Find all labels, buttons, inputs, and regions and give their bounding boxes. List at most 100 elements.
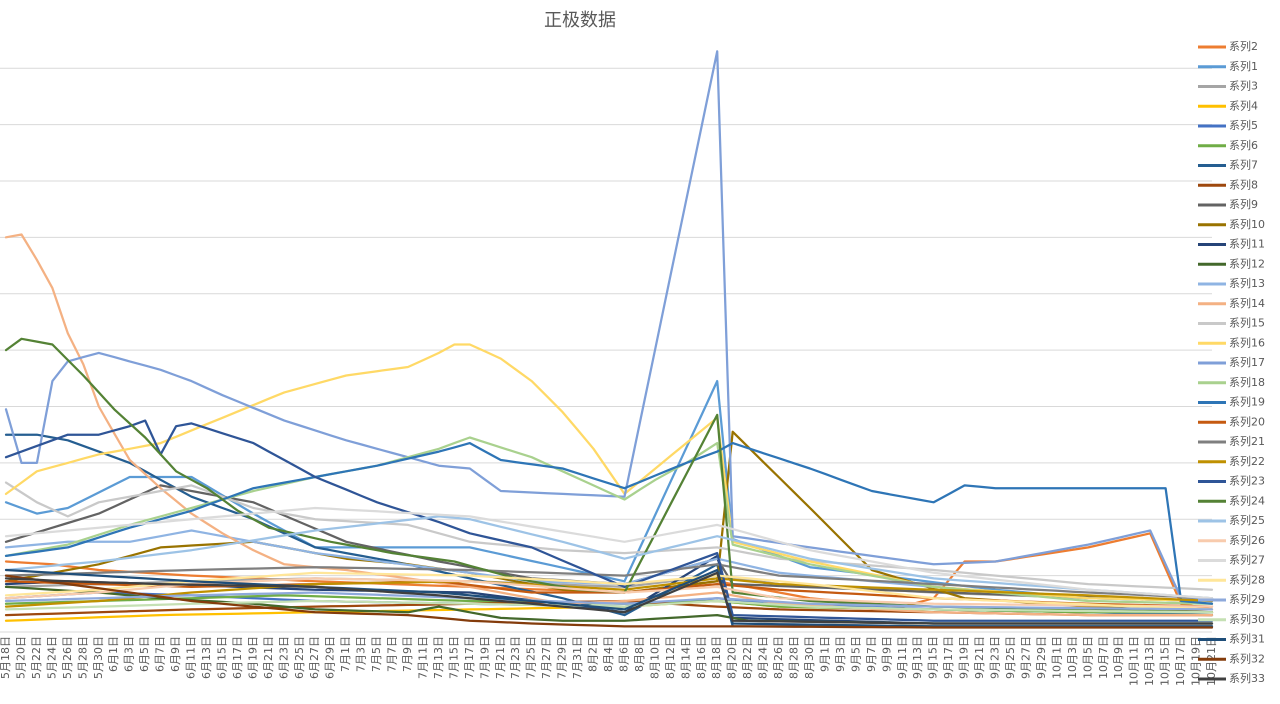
- x-tick-label: 8月14日: [679, 636, 692, 679]
- x-tick-label: 8月24日: [757, 636, 770, 679]
- x-tick-label: 8月18日: [710, 636, 723, 679]
- legend-label: 系列8: [1229, 177, 1258, 191]
- series-line-19: [4, 441, 1214, 605]
- x-tick-label: 6月23日: [277, 636, 290, 679]
- series-line-26: [4, 577, 1214, 608]
- x-tick-label: 7月5日: [370, 636, 383, 672]
- x-tick-label: 5月18日: [0, 636, 12, 679]
- legend-label: 系列20: [1229, 414, 1265, 428]
- x-tick-label: 8月2日: [587, 636, 600, 672]
- series-line-14: [4, 233, 1214, 617]
- x-axis-tick-labels: 5月18日 5月20日 5月22日 5月24日 5月26日 5月28日 5月30日 6月1日 6…: [0, 636, 1218, 686]
- x-tick-label: 7月1日: [339, 636, 352, 672]
- series-line-32: [4, 574, 1214, 629]
- legend-label: 系列33: [1229, 671, 1265, 685]
- x-tick-label: 7月21日: [494, 636, 507, 679]
- x-tick-label: 10月17日: [1174, 636, 1187, 686]
- x-tick-label: 8月16日: [695, 636, 708, 679]
- x-tick-label: 8月28日: [788, 636, 801, 679]
- x-tick-label: 7月11日: [416, 636, 429, 679]
- series-line-23: [4, 419, 1214, 622]
- legend-label: 系列15: [1229, 316, 1265, 330]
- x-tick-label: 8月4日: [602, 636, 615, 672]
- x-tick-label: 6月3日: [123, 636, 136, 672]
- series-line-18: [4, 436, 1214, 605]
- legend-label: 系列1: [1229, 59, 1258, 73]
- x-tick-label: 5月24日: [45, 636, 58, 679]
- x-tick-label: 6月19日: [246, 636, 259, 679]
- x-tick-label: 6月11日: [185, 636, 198, 679]
- legend-label: 系列17: [1229, 355, 1265, 369]
- x-tick-label: 9月17日: [942, 636, 955, 679]
- x-tick-label: 6月21日: [262, 636, 275, 679]
- x-tick-label: 6月15日: [215, 636, 228, 679]
- x-tick-label: 6月9日: [169, 636, 182, 672]
- series-line-17: [4, 50, 1214, 603]
- x-tick-label: 9月23日: [989, 636, 1002, 679]
- gridlines: [0, 67, 1212, 633]
- x-tick-label: 7月31日: [571, 636, 584, 679]
- legend-label: 系列6: [1229, 138, 1258, 152]
- legend-label: 系列31: [1229, 632, 1265, 646]
- x-tick-label: 6月5日: [138, 636, 151, 672]
- x-tick-label: 7月3日: [355, 636, 368, 672]
- x-tick-label: 7月27日: [540, 636, 553, 679]
- x-tick-label: 10月5日: [1081, 636, 1094, 679]
- x-tick-label: 9月5日: [849, 636, 862, 672]
- legend-label: 系列32: [1229, 651, 1265, 665]
- legend-label: 系列30: [1229, 612, 1265, 626]
- x-tick-label: 10月7日: [1097, 636, 1110, 679]
- legend-label: 系列9: [1229, 197, 1258, 211]
- x-tick-label: 8月30日: [803, 636, 816, 679]
- legend-label: 系列13: [1229, 276, 1265, 290]
- x-tick-label: 6月13日: [200, 636, 213, 679]
- legend-label: 系列24: [1229, 493, 1265, 507]
- x-tick-label: 9月21日: [973, 636, 986, 679]
- x-tick-label: 8月10日: [648, 636, 661, 679]
- x-tick-label: 10月13日: [1143, 636, 1156, 686]
- series-line-28: [4, 571, 1214, 611]
- x-tick-label: 9月29日: [1035, 636, 1048, 679]
- x-tick-label: 6月17日: [231, 636, 244, 679]
- series-line-15: [4, 481, 1214, 591]
- x-tick-label: 10月3日: [1066, 636, 1079, 679]
- series-line-21: [4, 563, 1214, 600]
- legend-label: 系列16: [1229, 335, 1265, 349]
- x-tick-label: 7月7日: [386, 636, 399, 672]
- legend-label: 系列19: [1229, 395, 1265, 409]
- series-line-33: [4, 571, 1214, 625]
- x-tick-label: 8月12日: [664, 636, 677, 679]
- x-tick-label: 5月26日: [61, 636, 74, 679]
- series-line-27: [4, 506, 1214, 600]
- x-tick-label: 6月25日: [293, 636, 306, 679]
- series-line-2: [4, 379, 1214, 603]
- x-tick-label: 10月21日: [1205, 636, 1218, 686]
- x-tick-label: 7月9日: [401, 636, 414, 672]
- x-tick-label: 9月7日: [865, 636, 878, 672]
- x-tick-label: 7月29日: [556, 636, 569, 679]
- x-tick-label: 8月6日: [617, 636, 630, 672]
- legend-label: 系列10: [1229, 217, 1265, 231]
- x-tick-label: 9月1日: [818, 636, 831, 672]
- x-tick-label: 9月19日: [958, 636, 971, 679]
- series-line-29: [4, 591, 1214, 611]
- x-tick-label: 6月7日: [154, 636, 167, 672]
- x-tick-label: 9月27日: [1019, 636, 1032, 679]
- x-tick-label: 9月15日: [927, 636, 940, 679]
- x-tick-label: 7月15日: [447, 636, 460, 679]
- x-tick-label: 9月13日: [911, 636, 924, 679]
- x-tick-label: 10月11日: [1128, 636, 1141, 686]
- x-tick-label: 5月30日: [92, 636, 105, 679]
- x-tick-label: 7月25日: [525, 636, 538, 679]
- legend-label: 系列21: [1229, 434, 1265, 448]
- x-tick-label: 7月23日: [509, 636, 522, 679]
- x-tick-label: 6月1日: [107, 636, 120, 672]
- legend: 系列2 系列1 系列3 系列4 系列5 系列6 系列7 系列8 系列9 系列10 系列11 系列12 系…: [1198, 39, 1265, 685]
- legend-label: 系列28: [1229, 572, 1265, 586]
- x-tick-label: 6月27日: [308, 636, 321, 679]
- legend-label: 系列11: [1229, 237, 1265, 251]
- x-tick-label: 9月3日: [834, 636, 847, 672]
- legend-label: 系列18: [1229, 375, 1265, 389]
